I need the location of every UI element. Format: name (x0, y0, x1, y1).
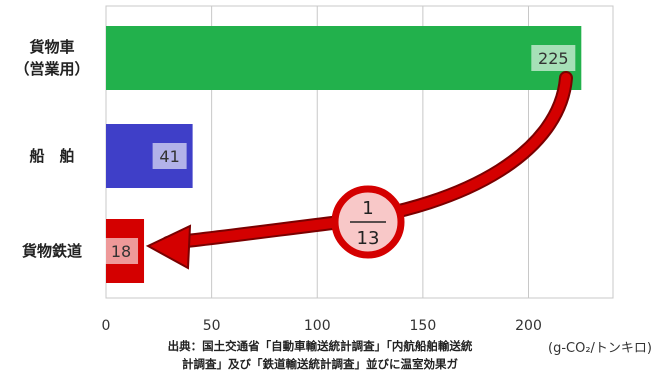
x-tick-label: 100 (304, 318, 331, 334)
category-label: 貨物車 (29, 38, 74, 56)
ratio-denominator: 13 (357, 228, 380, 249)
ratio-numerator: 1 (362, 198, 373, 219)
bars (106, 26, 582, 283)
category-label: 船 舶 (29, 147, 74, 165)
data-label: 225 (538, 49, 569, 68)
x-tick-label: 0 (102, 318, 111, 334)
ratio-arrow-head (145, 224, 192, 270)
tick-labels: 0 50 100 150 200 (102, 318, 542, 334)
data-label-box (152, 143, 187, 169)
x-tick-label: 150 (410, 318, 437, 334)
data-label: 18 (111, 242, 131, 261)
category-label: 貨物鉄道 (22, 242, 82, 260)
bar (106, 26, 582, 90)
source-line-1: 出典：国土交通省「自動車輸送統計調査」「内航船舶輸送統 (167, 339, 473, 353)
data-label-box (531, 45, 576, 71)
category-label: （営業用） (14, 60, 89, 78)
x-unit-label: (g-CO₂/トンキロ) (548, 341, 652, 356)
data-labels: 225 41 18 (104, 45, 576, 264)
source-note: 出典：国土交通省「自動車輸送統計調査」「内航船舶輸送統 計調査」及び「鉄道輸送統… (110, 337, 530, 373)
source-line-2: 計調査」及び「鉄道輸送統計調査」並びに温室効果ガ (182, 357, 458, 371)
ratio-badge: 1 13 (331, 185, 405, 259)
data-label: 41 (159, 147, 179, 166)
x-tick-label: 200 (515, 318, 542, 334)
x-tick-label: 50 (203, 318, 221, 334)
data-label-box (104, 238, 139, 264)
